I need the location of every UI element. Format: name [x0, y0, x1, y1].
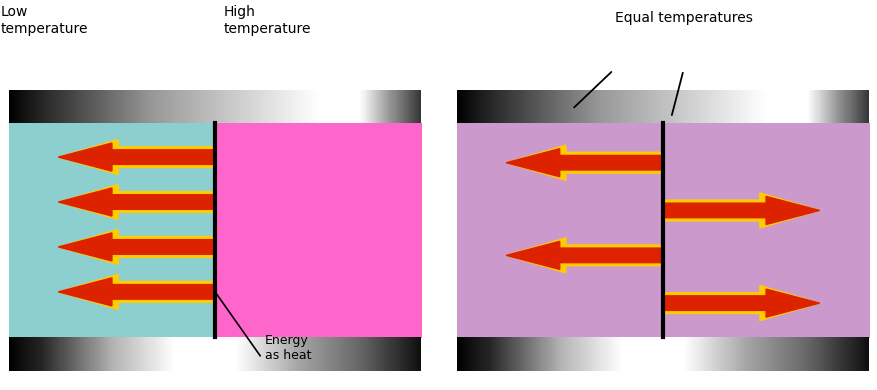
FancyArrow shape: [505, 145, 662, 180]
FancyArrow shape: [505, 149, 662, 177]
FancyArrow shape: [58, 188, 215, 216]
FancyArrow shape: [58, 143, 215, 171]
FancyArrow shape: [662, 289, 819, 317]
FancyArrow shape: [662, 193, 819, 228]
Text: Low
temperature: Low temperature: [1, 5, 88, 35]
Text: Energy
as heat: Energy as heat: [217, 294, 310, 362]
FancyArrow shape: [58, 278, 215, 306]
FancyArrow shape: [505, 241, 662, 269]
Text: High
temperature: High temperature: [223, 5, 310, 35]
FancyArrow shape: [58, 229, 215, 264]
Text: Equal temperatures: Equal temperatures: [614, 11, 752, 25]
FancyArrow shape: [58, 140, 215, 175]
FancyArrow shape: [58, 184, 215, 220]
FancyArrow shape: [662, 285, 819, 321]
FancyArrow shape: [58, 274, 215, 309]
FancyArrow shape: [505, 238, 662, 273]
FancyArrow shape: [662, 197, 819, 225]
FancyArrow shape: [58, 233, 215, 261]
